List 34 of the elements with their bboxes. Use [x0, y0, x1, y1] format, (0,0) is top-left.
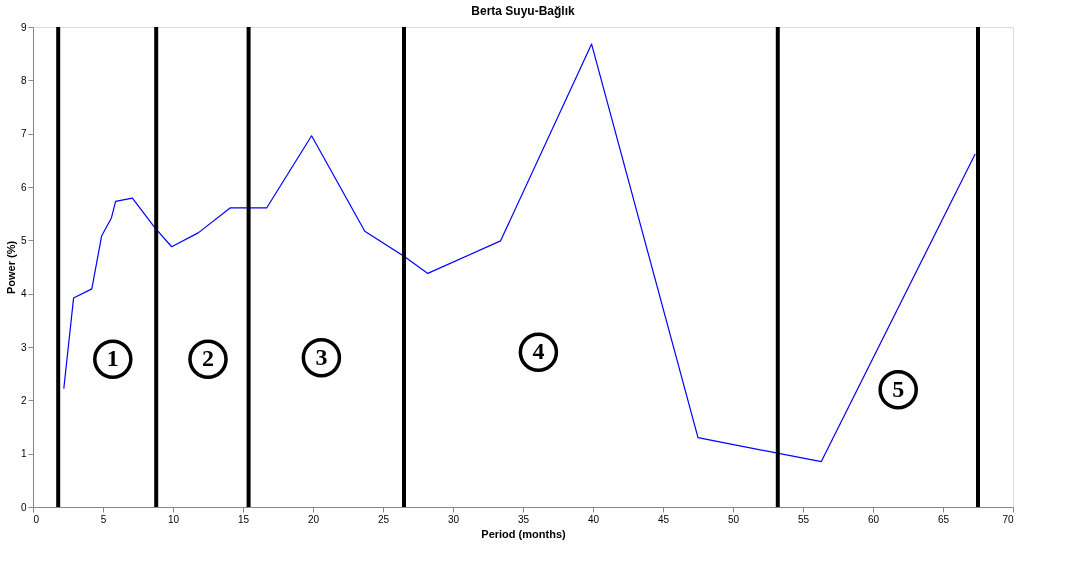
annotation: 5 — [892, 375, 905, 402]
y-axis-title: Power (%) — [4, 240, 17, 295]
x-axis-title: Period (months) — [481, 527, 566, 540]
x-tick-label: 65 — [937, 513, 950, 525]
x-tick-label: 15 — [237, 513, 250, 525]
y-tick-label: 9 — [20, 21, 27, 33]
x-tick-label: 55 — [797, 513, 810, 525]
y-tick-label: 3 — [20, 341, 27, 353]
y-tick-label: 7 — [20, 128, 27, 140]
x-tick-label: 45 — [657, 513, 670, 525]
annotation: 3 — [315, 343, 328, 370]
x-tick-label: 70 — [1002, 513, 1014, 525]
annotation: 1 — [106, 345, 119, 372]
annotation: 2 — [202, 345, 214, 372]
y-tick-label: 2 — [20, 394, 27, 406]
line-series — [63, 43, 976, 463]
y-tick-label: 8 — [20, 74, 27, 86]
y-tick-label: 0 — [20, 501, 27, 513]
x-tick-label: 40 — [587, 513, 600, 525]
x-tick-label: 35 — [517, 513, 530, 525]
y-tick-label: 5 — [20, 234, 27, 246]
x-tick-label: 30 — [447, 513, 460, 525]
annotation: 4 — [532, 338, 545, 365]
x-tick-label: 10 — [167, 513, 180, 525]
x-tick-label: 5 — [100, 513, 107, 525]
x-tick-label: 60 — [867, 513, 880, 525]
y-tick-label: 1 — [20, 448, 27, 460]
chart-title: Berta Suyu-Bağlık — [471, 4, 576, 18]
x-tick-label: 25 — [377, 513, 390, 525]
y-tick-label: 4 — [20, 288, 27, 300]
y-tick-label: 6 — [20, 181, 27, 193]
x-tick-label: 0 — [33, 513, 40, 525]
x-tick-label: 50 — [727, 513, 740, 525]
x-tick-label: 20 — [307, 513, 320, 525]
